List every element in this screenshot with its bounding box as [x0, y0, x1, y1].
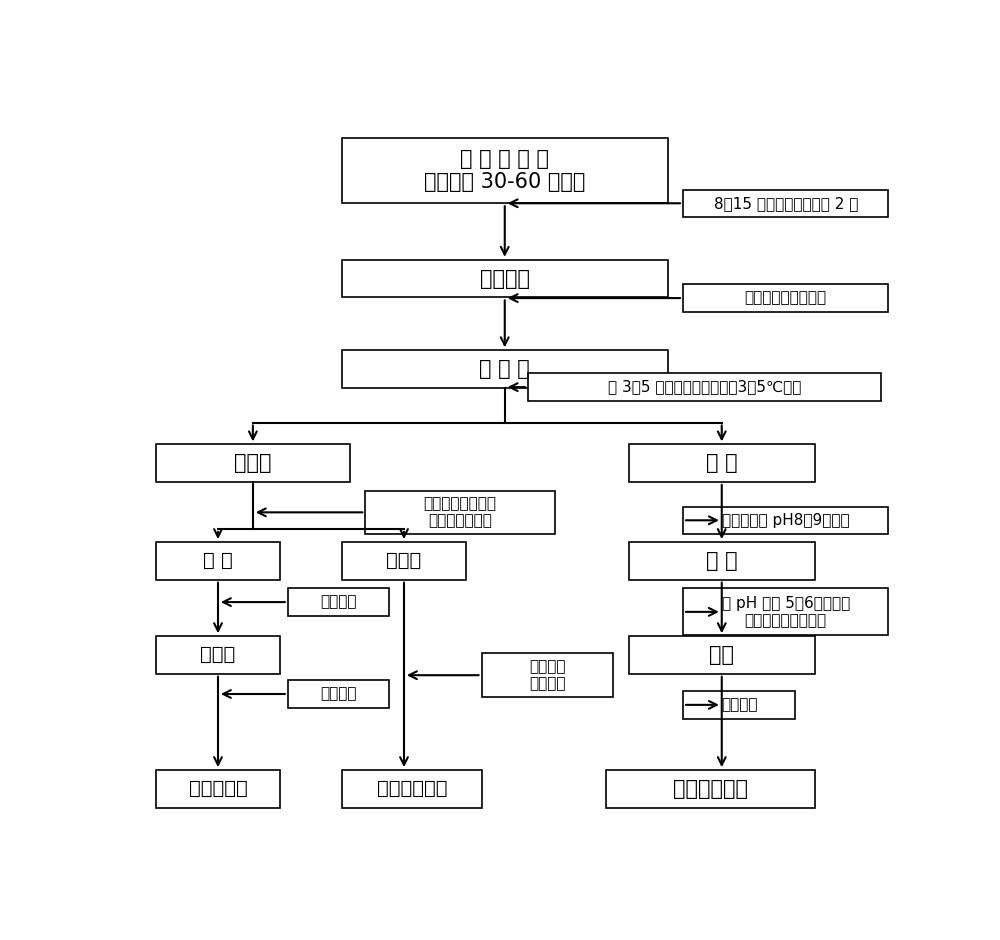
Text: 三萜类提取物: 三萜类提取物 — [673, 779, 748, 799]
FancyBboxPatch shape — [156, 770, 280, 807]
FancyBboxPatch shape — [342, 259, 668, 297]
Text: 减压浓缩，回收甲醇: 减压浓缩，回收甲醇 — [745, 290, 827, 306]
Text: 减压回收
有机溶剂: 减压回收 有机溶剂 — [529, 659, 566, 692]
FancyBboxPatch shape — [365, 491, 555, 534]
Text: 稀浸膏: 稀浸膏 — [200, 646, 236, 665]
Text: 石 榴 花 样 品
（粉碎过 30-60 目筛）: 石 榴 花 样 品 （粉碎过 30-60 目筛） — [424, 149, 585, 193]
Text: 调 pH 值为 5～6，回收乙
醇，加适量水，过滤: 调 pH 值为 5～6，回收乙 醇，加适量水，过滤 — [722, 596, 850, 628]
FancyBboxPatch shape — [629, 636, 815, 674]
FancyBboxPatch shape — [342, 542, 466, 580]
FancyBboxPatch shape — [342, 351, 668, 388]
Text: 稀 浸 膏: 稀 浸 膏 — [479, 359, 530, 379]
FancyBboxPatch shape — [288, 588, 388, 616]
FancyBboxPatch shape — [629, 542, 815, 580]
FancyBboxPatch shape — [683, 190, 888, 217]
Text: 水 相: 水 相 — [203, 552, 233, 571]
FancyBboxPatch shape — [156, 636, 280, 674]
Text: 滤 液: 滤 液 — [706, 551, 738, 571]
Text: 减压浓缩: 减压浓缩 — [320, 595, 356, 609]
FancyBboxPatch shape — [683, 507, 888, 534]
Text: 水溶液: 水溶液 — [234, 453, 272, 473]
FancyBboxPatch shape — [342, 138, 668, 203]
Text: 沉淀: 沉淀 — [709, 645, 734, 665]
FancyBboxPatch shape — [606, 770, 815, 807]
FancyBboxPatch shape — [156, 542, 280, 580]
FancyBboxPatch shape — [342, 770, 482, 807]
Text: 沉 淀: 沉 淀 — [706, 453, 738, 473]
FancyBboxPatch shape — [528, 373, 881, 400]
Text: 加乙醇，调 pH8～9，过滤: 加乙醇，调 pH8～9，过滤 — [722, 513, 850, 527]
FancyBboxPatch shape — [629, 445, 815, 482]
Text: 8～15 倍量酸性甲醇提取 2 次: 8～15 倍量酸性甲醇提取 2 次 — [714, 196, 858, 211]
FancyBboxPatch shape — [683, 588, 888, 635]
Text: 正己烷、乙酸乙酯
等有机溶剂萃取: 正己烷、乙酸乙酯 等有机溶剂萃取 — [424, 496, 497, 528]
FancyBboxPatch shape — [683, 691, 795, 718]
Text: 加 3～5 倍样品量的水溶解，3～5℃静置: 加 3～5 倍样品量的水溶解，3～5℃静置 — [608, 380, 801, 395]
Text: 提取滤液: 提取滤液 — [480, 269, 530, 289]
Text: 多酚提取物: 多酚提取物 — [189, 779, 247, 798]
FancyBboxPatch shape — [482, 653, 613, 697]
Text: 冷冻干燥: 冷冻干燥 — [320, 686, 356, 701]
FancyBboxPatch shape — [288, 681, 388, 708]
Text: 类黄酮提取物: 类黄酮提取物 — [376, 779, 447, 798]
Text: 鼓风干燥: 鼓风干燥 — [721, 697, 757, 713]
FancyBboxPatch shape — [156, 445, 350, 482]
Text: 有机相: 有机相 — [386, 552, 422, 571]
FancyBboxPatch shape — [683, 284, 888, 312]
